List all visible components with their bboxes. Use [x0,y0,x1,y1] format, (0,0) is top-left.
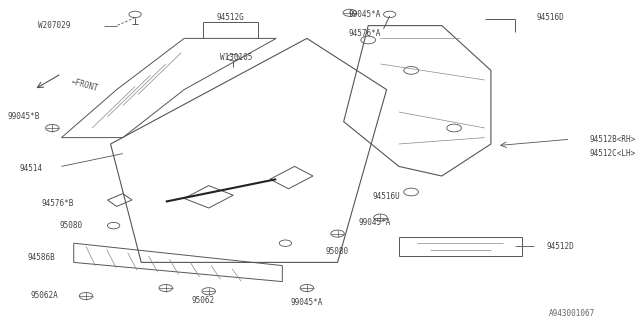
Text: 99045*B: 99045*B [8,112,40,121]
Text: 94514: 94514 [20,164,43,172]
Text: 95080: 95080 [60,221,83,230]
Text: 99045*A: 99045*A [358,218,390,227]
Text: W130105: W130105 [220,53,253,62]
Text: 94576*B: 94576*B [42,199,74,208]
Text: 95080: 95080 [325,247,348,256]
Text: A943001067: A943001067 [549,309,595,318]
Text: ←FRONT: ←FRONT [70,77,100,93]
Text: 94512B<RH>: 94512B<RH> [589,135,636,144]
Text: W207029: W207029 [38,21,70,30]
Text: 94576*A: 94576*A [349,29,381,38]
Text: 94586B: 94586B [28,253,55,262]
Text: 94516U: 94516U [372,192,401,201]
Text: 95062: 95062 [191,296,214,305]
Text: 94512D: 94512D [546,242,574,251]
Text: 94512C<LH>: 94512C<LH> [589,149,636,158]
Text: 94516D: 94516D [537,13,564,22]
Text: 94512G: 94512G [216,13,244,22]
Text: 95062A: 95062A [31,292,58,300]
Text: 99045*A: 99045*A [291,298,323,307]
Text: 99045*A: 99045*A [349,10,381,19]
